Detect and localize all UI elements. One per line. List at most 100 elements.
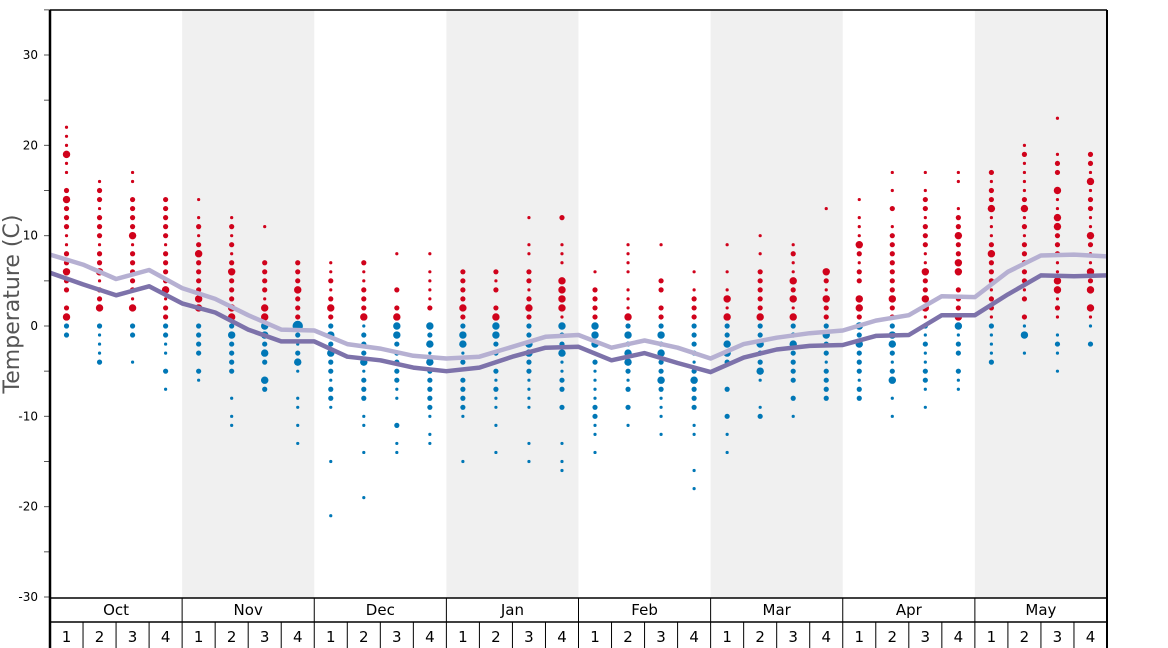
- warm-dot: [592, 314, 598, 320]
- cold-dot: [163, 332, 169, 338]
- cold-dot: [922, 377, 928, 383]
- cold-dot: [361, 377, 367, 383]
- warm-dot: [955, 242, 961, 248]
- warm-dot: [857, 197, 861, 202]
- warm-dot: [262, 269, 268, 275]
- cold-dot: [97, 342, 102, 346]
- warm-dot: [757, 287, 763, 293]
- warm-dot: [757, 278, 763, 284]
- warm-dot: [758, 252, 762, 256]
- cold-dot: [361, 350, 367, 356]
- week-label: 3: [392, 628, 402, 646]
- week-label: 3: [921, 628, 931, 646]
- cold-dot: [494, 423, 498, 427]
- cold-dot: [427, 386, 433, 392]
- warm-dot: [63, 224, 70, 230]
- warm-dot: [229, 260, 235, 266]
- cold-dot: [1055, 333, 1060, 337]
- warm-dot: [63, 205, 70, 212]
- warm-dot: [923, 252, 927, 256]
- warm-dot: [626, 261, 630, 265]
- warm-dot: [64, 125, 69, 129]
- warm-dot: [525, 304, 533, 312]
- warm-dot: [130, 297, 135, 301]
- cold-dot: [1055, 369, 1060, 373]
- warm-dot: [395, 252, 399, 256]
- week-label: 3: [656, 628, 666, 646]
- cold-dot: [856, 350, 862, 356]
- cold-dot: [888, 376, 896, 384]
- cold-dot: [196, 341, 202, 347]
- warm-dot: [725, 288, 729, 292]
- warm-dot: [329, 270, 333, 274]
- warm-dot: [823, 278, 829, 284]
- warm-dot: [822, 268, 830, 276]
- cold-dot: [427, 404, 433, 410]
- warm-dot: [428, 279, 432, 283]
- warm-dot: [1053, 286, 1062, 294]
- cold-dot: [362, 496, 366, 500]
- warm-dot: [428, 270, 432, 274]
- warm-dot: [624, 313, 632, 321]
- warm-dot: [62, 150, 71, 159]
- warm-dot: [955, 224, 961, 230]
- cold-dot: [560, 369, 564, 373]
- cold-dot: [196, 332, 202, 338]
- warm-dot: [988, 242, 994, 248]
- warm-dot: [97, 179, 102, 184]
- warm-dot: [1088, 261, 1093, 265]
- cold-dot: [659, 414, 663, 418]
- cold-dot: [593, 423, 597, 427]
- cold-dot: [229, 359, 235, 365]
- warm-dot: [62, 195, 71, 204]
- month-shading: [182, 10, 1107, 598]
- cold-dot: [593, 369, 597, 373]
- cold-dot: [526, 368, 532, 374]
- cold-dot: [725, 450, 729, 455]
- warm-dot: [1088, 225, 1093, 229]
- warm-dot: [1087, 160, 1094, 167]
- warm-dot: [1088, 188, 1093, 193]
- cold-dot: [591, 322, 599, 330]
- cold-dot: [724, 413, 730, 419]
- warm-dot: [626, 288, 630, 292]
- warm-dot: [360, 313, 368, 321]
- cold-dot: [955, 368, 961, 374]
- warm-dot: [592, 287, 598, 293]
- month-shade-jan: [446, 10, 579, 598]
- warm-dot: [428, 252, 432, 256]
- cold-dot: [626, 423, 630, 427]
- cold-dot: [460, 395, 466, 401]
- cold-dot: [823, 395, 829, 401]
- warm-dot: [922, 242, 928, 248]
- warm-dot: [757, 305, 763, 311]
- warm-dot: [889, 242, 895, 248]
- cold-dot: [328, 323, 334, 329]
- warm-dot: [95, 304, 104, 312]
- week-label: 4: [1086, 628, 1096, 646]
- warm-dot: [227, 268, 236, 276]
- warm-dot: [922, 233, 928, 239]
- warm-dot: [1055, 261, 1060, 265]
- cold-dot: [361, 395, 367, 401]
- cold-dot: [296, 441, 300, 446]
- warm-dot: [1055, 270, 1060, 274]
- warm-dot: [889, 269, 895, 275]
- warm-dot: [164, 297, 168, 301]
- cold-dot: [329, 514, 333, 518]
- warm-dot: [394, 287, 400, 293]
- cold-dot: [164, 342, 168, 346]
- warm-dot: [527, 243, 531, 247]
- cold-dot: [955, 350, 961, 356]
- warm-dot: [1055, 297, 1060, 301]
- warm-dot: [856, 314, 862, 320]
- warm-dot: [163, 269, 169, 275]
- cold-dot: [163, 368, 169, 374]
- cold-dot: [659, 396, 663, 400]
- cold-dot: [624, 358, 632, 366]
- cold-dot: [427, 377, 433, 383]
- cold-dot: [691, 395, 697, 401]
- cold-dot: [691, 404, 697, 410]
- cold-dot: [757, 323, 763, 329]
- warm-dot: [1022, 143, 1027, 147]
